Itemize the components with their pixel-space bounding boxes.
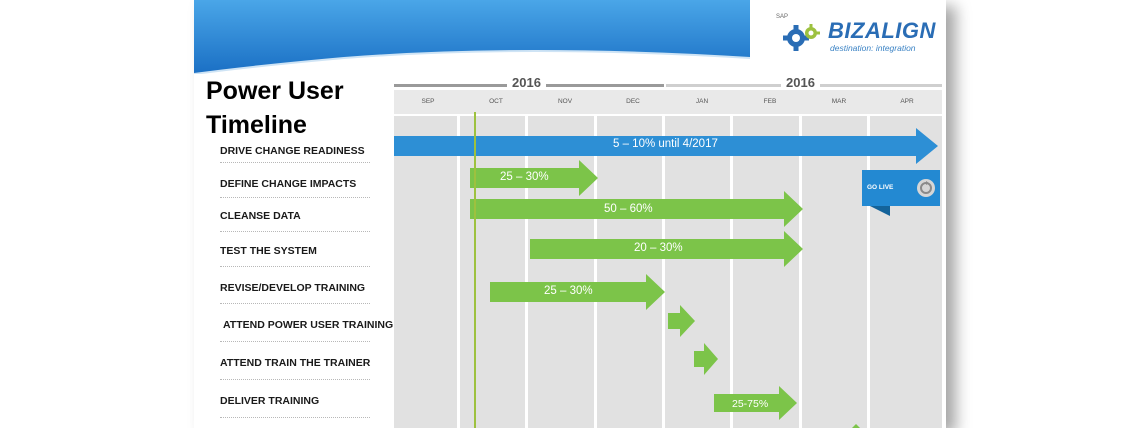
bar-label: 50 – 60% — [604, 203, 653, 215]
divider — [220, 379, 370, 380]
task-label: REVISE/DEVELOP TRAINING — [220, 282, 366, 294]
month-label: OCT — [489, 98, 503, 105]
bar-arrow — [394, 128, 938, 164]
divider — [220, 231, 370, 232]
slide: SAP BIZALIGN destination: integration Po… — [194, 0, 946, 428]
month-label: NOV — [557, 98, 573, 105]
divider — [220, 417, 370, 418]
grid-line — [594, 116, 597, 428]
grid-line — [525, 116, 528, 428]
bar-label: 20 – 30% — [634, 242, 683, 254]
page-title: Power User Timeline — [206, 77, 344, 139]
bar-arrow — [470, 191, 803, 227]
sap-mark: SAP — [776, 14, 789, 20]
bizalign-logo: SAP BIZALIGN destination: integration — [772, 10, 942, 60]
go-live-ribbon-fold — [870, 206, 890, 216]
grid-line — [867, 116, 870, 428]
grid-line — [662, 116, 665, 428]
divider — [220, 162, 370, 163]
year-label: 2016 — [507, 75, 546, 90]
month-label: DEC — [626, 98, 640, 105]
timeline-arrows — [394, 128, 938, 428]
divider — [220, 341, 370, 342]
bar-label: 25 – 30% — [544, 285, 593, 297]
bar-arrow — [694, 343, 718, 375]
month-label: SEP — [421, 98, 435, 105]
month-label: APR — [900, 98, 914, 105]
task-label: DELIVER TRAINING — [220, 395, 320, 407]
header-banner — [194, 0, 751, 74]
bar-arrow — [668, 305, 695, 337]
divider — [220, 266, 370, 267]
go-live-label: GO LIVE — [867, 184, 894, 191]
year-label: 2016 — [781, 75, 820, 90]
bar-arrow — [490, 274, 665, 310]
task-label: DRIVE CHANGE READINESS — [220, 145, 365, 157]
task-label: ATTEND POWER USER TRAINING — [223, 319, 394, 331]
bar-arrow — [852, 424, 860, 428]
task-label: DEFINE CHANGE IMPACTS — [220, 178, 357, 190]
month-header: SEP OCT NOV DEC JAN FEB MAR APR — [394, 90, 942, 114]
go-live-milestone: GO LIVE — [862, 170, 940, 216]
logo-wordmark: BIZALIGN — [828, 18, 936, 43]
month-label: JAN — [695, 98, 709, 105]
bar-label: 25 – 30% — [500, 171, 549, 183]
month-label: FEB — [763, 98, 777, 105]
grid-line — [457, 116, 460, 428]
refresh-gear-icon — [917, 179, 935, 197]
bar-label: 5 – 10% until 4/2017 — [613, 138, 718, 150]
month-label: MAR — [831, 98, 847, 105]
grid-line — [799, 116, 802, 428]
task-label: TEST THE SYSTEM — [220, 245, 317, 257]
bar-arrow — [714, 386, 797, 420]
bar-arrow — [470, 160, 598, 196]
gear-logo-icon — [783, 24, 820, 51]
today-marker — [474, 112, 476, 428]
task-label: ATTEND TRAIN THE TRAINER — [220, 357, 371, 369]
logo-tagline: destination: integration — [830, 43, 916, 53]
divider — [220, 197, 370, 198]
task-label: CLEANSE DATA — [220, 210, 301, 222]
grid-line — [730, 116, 733, 428]
bar-arrow — [530, 231, 803, 267]
divider — [220, 303, 370, 304]
bar-label: 25-75% — [732, 398, 769, 410]
